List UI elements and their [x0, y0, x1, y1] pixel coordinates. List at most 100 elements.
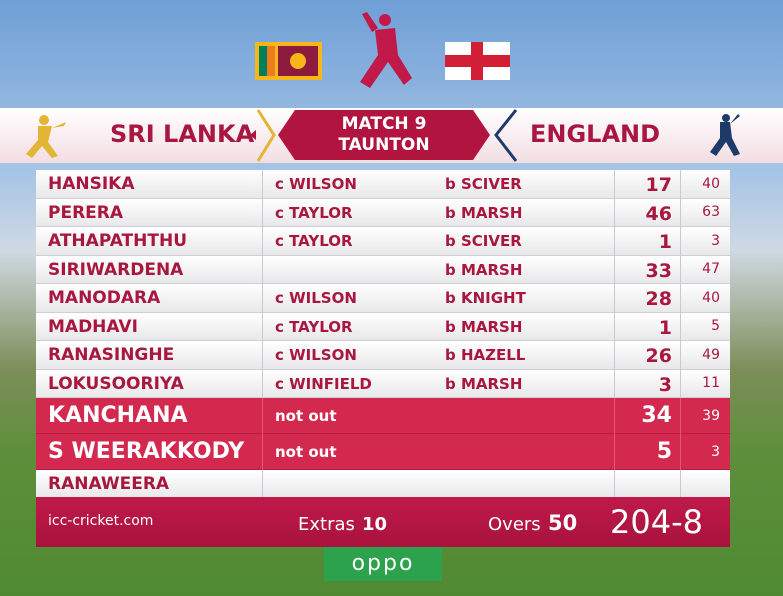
runs: 1	[658, 316, 672, 339]
column-divider	[262, 227, 263, 256]
batter-row: LOKUSOORIYA c WINFIELD b MARSH 3 11	[36, 369, 730, 398]
batter-name: RANASINGHE	[48, 345, 175, 366]
overs-label: Overs	[488, 514, 541, 535]
batter-row: RANAWEERA	[36, 470, 730, 499]
dismissal: not out	[275, 443, 337, 461]
batter-row: KANCHANA not out 34 39	[36, 398, 730, 434]
extras: 10	[362, 514, 388, 535]
runs: 5	[656, 438, 672, 464]
overs: 50	[548, 511, 578, 535]
batter-name: SIRIWARDENA	[48, 259, 184, 280]
batter-row: MANODARA c WILSON b KNIGHT 28 40	[36, 284, 730, 313]
bowler: b MARSH	[445, 317, 523, 336]
column-divider	[262, 470, 263, 499]
batter-name: LOKUSOORIYA	[48, 373, 184, 394]
sri-lanka-flag	[255, 42, 322, 80]
extras-label: Extras	[298, 514, 355, 535]
column-divider	[614, 284, 615, 313]
runs: 26	[645, 345, 672, 368]
column-divider	[614, 255, 615, 284]
bowler: b SCIVER	[445, 232, 522, 251]
top-graphics	[255, 12, 510, 88]
column-divider	[614, 434, 615, 470]
dismissal: c TAYLOR	[275, 232, 353, 251]
balls: 49	[702, 346, 720, 363]
batter-row: RANASINGHE c WILSON b HAZELL 26 49	[36, 341, 730, 370]
batter-row: PERERA c TAYLOR b MARSH 46 63	[36, 198, 730, 227]
dismissal: c TAYLOR	[275, 203, 353, 222]
dismissal: c WILSON	[275, 175, 357, 194]
balls: 63	[702, 204, 720, 221]
column-divider	[680, 341, 681, 370]
scorecard-footer: icc-cricket.com Extras 10 Overs 50 204-8	[36, 497, 730, 547]
balls: 39	[702, 407, 720, 424]
balls: 47	[702, 261, 720, 278]
column-divider	[680, 284, 681, 313]
column-divider	[680, 470, 681, 499]
dismissal: c WINFIELD	[275, 374, 372, 393]
balls: 40	[702, 175, 720, 192]
column-divider	[262, 312, 263, 341]
website: icc-cricket.com	[48, 513, 154, 529]
balls: 3	[711, 232, 720, 249]
column-divider	[614, 227, 615, 256]
bowler: b MARSH	[445, 203, 523, 222]
team-1-chevron	[250, 109, 276, 162]
batter-name: PERERA	[48, 202, 124, 223]
column-divider	[614, 341, 615, 370]
runs: 33	[645, 259, 672, 282]
bowler: b MARSH	[445, 374, 523, 393]
column-divider	[262, 434, 263, 470]
column-divider	[262, 284, 263, 313]
venue: TAUNTON	[338, 135, 430, 155]
dismissal: not out	[275, 407, 337, 425]
column-divider	[614, 398, 615, 434]
dismissal: c TAYLOR	[275, 317, 353, 336]
bowler: b KNIGHT	[445, 289, 526, 308]
column-divider	[680, 434, 681, 470]
bowler: b SCIVER	[445, 175, 522, 194]
batter-name: ATHAPATHTHU	[48, 231, 188, 252]
dismissal: c WILSON	[275, 289, 357, 308]
column-divider	[680, 255, 681, 284]
runs: 3	[658, 373, 672, 396]
column-divider	[262, 255, 263, 284]
batter-row: MADHAVI c TAYLOR b MARSH 1 5	[36, 312, 730, 341]
column-divider	[614, 470, 615, 499]
column-divider	[680, 369, 681, 398]
column-divider	[262, 369, 263, 398]
batter-row: S WEERAKKODY not out 5 3	[36, 434, 730, 470]
bowler: b HAZELL	[445, 346, 526, 365]
batter-name: RANAWEERA	[48, 474, 170, 495]
batter-name: MADHAVI	[48, 316, 138, 337]
batter-name: MANODARA	[48, 288, 161, 309]
balls: 5	[711, 318, 720, 335]
column-divider	[680, 398, 681, 434]
bowler-icon	[710, 114, 740, 156]
team-2-chevron	[494, 109, 518, 162]
column-divider	[614, 312, 615, 341]
england-flag	[445, 42, 510, 80]
column-divider	[614, 369, 615, 398]
batter-name: HANSIKA	[48, 174, 135, 195]
column-divider	[614, 170, 615, 199]
team-2: ENGLAND	[530, 120, 661, 148]
column-divider	[680, 198, 681, 227]
balls: 11	[702, 375, 720, 392]
column-divider	[614, 198, 615, 227]
total-score: 204-8	[610, 503, 703, 541]
batter-row: HANSIKA c WILSON b SCIVER 17 40	[36, 170, 730, 199]
runs: 17	[645, 174, 672, 197]
balls: 3	[711, 443, 720, 460]
batter-row: ATHAPATHTHU c TAYLOR b SCIVER 1 3	[36, 227, 730, 256]
team-1: SRI LANKA	[110, 120, 255, 148]
match-banner: MATCH 9 TAUNTON	[278, 110, 490, 160]
batter-name: KANCHANA	[48, 402, 188, 428]
batter-icon	[26, 115, 66, 158]
bowler: b MARSH	[445, 260, 523, 279]
batter-name: S WEERAKKODY	[48, 438, 245, 464]
runs: 46	[645, 202, 672, 225]
runs: 1	[658, 231, 672, 254]
match-number: MATCH 9	[341, 114, 427, 134]
